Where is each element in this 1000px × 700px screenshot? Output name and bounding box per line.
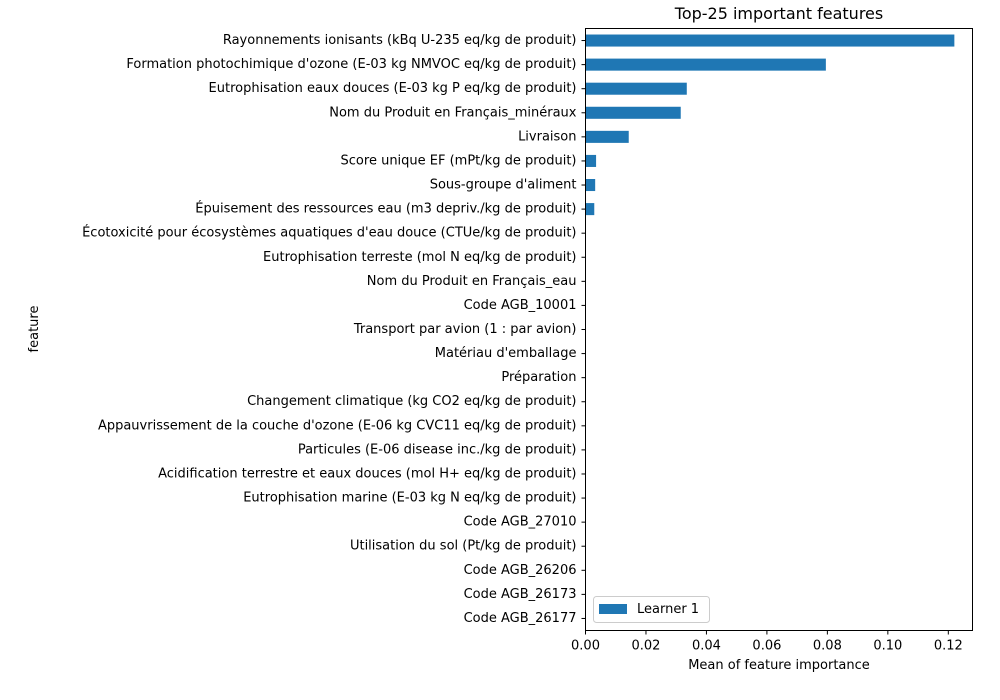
y-tick-label: Épuisement des ressources eau (m3 depriv… [195,201,576,217]
x-tick-label: 0.06 [752,639,781,654]
y-tick-label: Code AGB_26173 [464,587,577,602]
y-tick-label: Écotoxicité pour écosystèmes aquatiques … [82,225,576,241]
chart-title: Top-25 important features [674,4,883,23]
y-tick-label: Livraison [518,129,576,144]
bar [585,203,595,216]
y-tick-label: Changement climatique (kg CO2 eq/kg de p… [247,394,576,409]
bar [585,106,681,119]
y-tick-label: Sous-groupe d'aliment [430,178,577,193]
y-tick-label: Nom du Produit en Français_minéraux [329,105,577,120]
bar [585,130,629,143]
x-ticks: 0.00 0.02 0.04 0.06 0.08 0.10 0.12 [571,630,963,654]
bar [585,34,955,47]
y-tick-label: Code AGB_10001 [464,298,577,313]
y-axis-label: feature [27,306,42,353]
x-tick-label: 0.04 [692,639,721,654]
legend-box [593,596,710,623]
legend: Learner 1 [593,596,710,623]
bars-group [585,34,955,384]
y-tick-label: Eutrophisation terreste (mol N eq/kg de … [263,250,576,265]
y-tick-label: Acidification terrestre et eaux douces (… [158,466,576,481]
legend-swatch [599,604,627,614]
y-tick-label: Transport par avion (1 : par avion) [353,322,577,337]
x-tick-label: 0.02 [631,639,660,654]
y-tick-label: Formation photochimique d'ozone (E-03 kg… [126,57,576,72]
plot-frame [585,28,973,631]
y-tick-label: Rayonnements ionisants (kBq U-235 eq/kg … [223,33,577,48]
y-tick-label: Matériau d'emballage [435,346,577,361]
legend-label: Learner 1 [637,602,699,617]
x-axis-label: Mean of feature importance [688,658,870,673]
y-tick-labels: Rayonnements ionisants (kBq U-235 eq/kg … [82,33,577,626]
y-tick-marks [581,40,586,619]
x-tick-label: 0.00 [571,639,600,654]
y-tick-label: Score unique EF (mPt/kg de produit) [341,153,577,168]
y-tick-label: Nom du Produit en Français_eau [367,274,577,289]
y-tick-label: Utilisation du sol (Pt/kg de produit) [350,539,577,554]
y-tick-label: Eutrophisation marine (E-03 kg N eq/kg d… [243,491,576,506]
bar [585,154,597,167]
bar [585,82,687,95]
y-tick-label: Préparation [501,370,576,385]
bar [585,179,596,192]
y-tick-label: Code AGB_26177 [464,611,577,626]
y-tick-label: Particules (E-06 disease inc./kg de prod… [298,442,577,457]
x-tick-label: 0.08 [813,639,842,654]
x-tick-label: 0.10 [873,639,902,654]
y-tick-label: Code AGB_27010 [464,515,577,530]
bar [585,58,826,71]
y-tick-label: Eutrophisation eaux douces (E-03 kg P eq… [209,81,577,96]
y-tick-label: Appauvrissement de la couche d'ozone (E-… [98,418,577,433]
y-tick-label: Code AGB_26206 [464,563,577,578]
x-tick-label: 0.12 [934,639,963,654]
